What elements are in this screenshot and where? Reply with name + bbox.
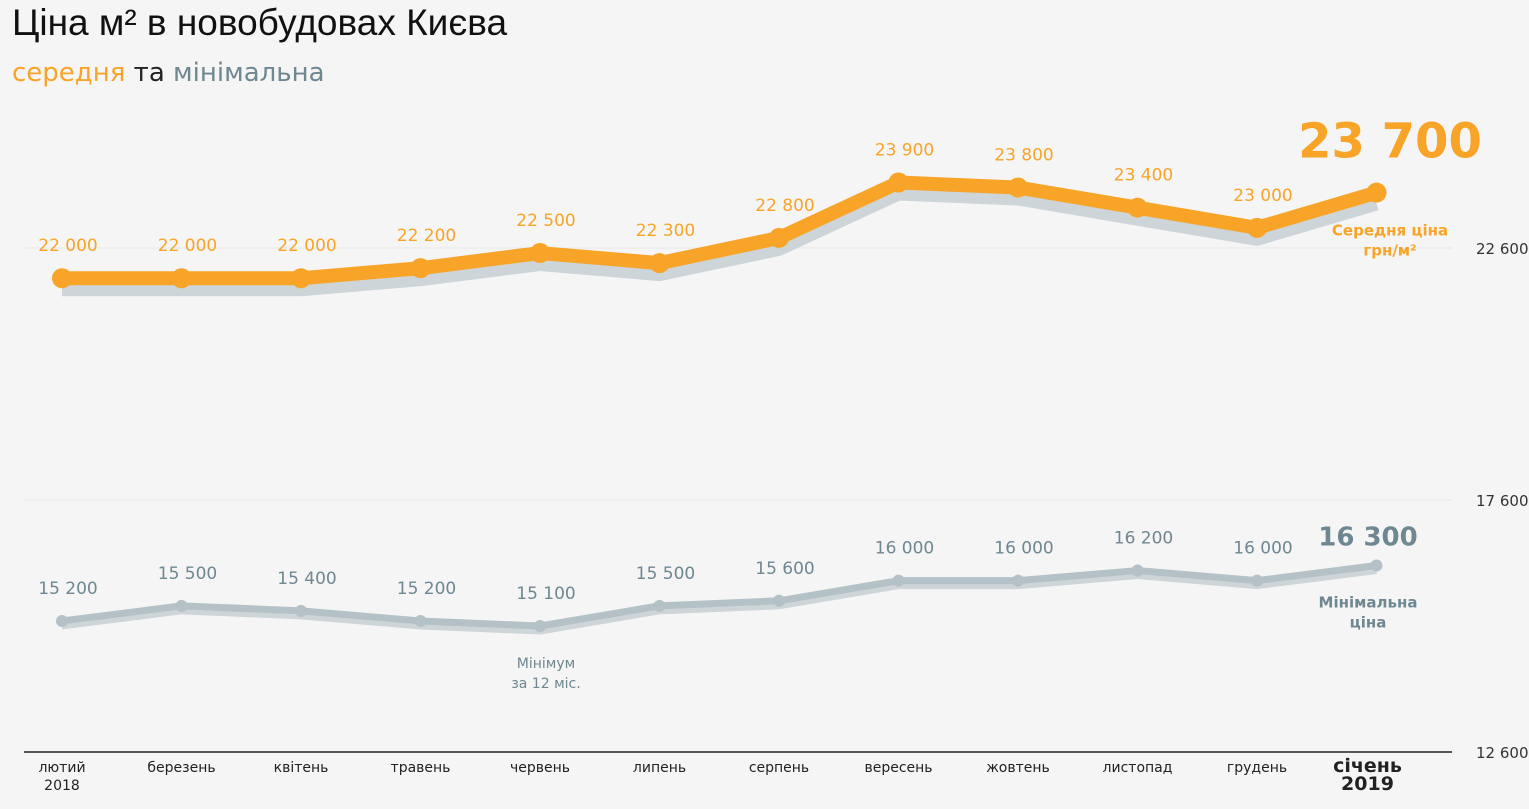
chart-subtitle: середня та мінімальна	[12, 58, 325, 88]
x-tick-label: вересень	[864, 760, 932, 776]
minimum-price-point	[1012, 574, 1024, 587]
data-label: 23 000	[1233, 186, 1292, 206]
series-shadow	[61, 567, 1377, 635]
average-price-point	[410, 258, 431, 279]
average-price-point	[649, 253, 670, 274]
data-label: 22 000	[277, 236, 336, 256]
x-tick-label: лютий 2018	[38, 760, 85, 794]
minimum-price-point	[773, 594, 785, 607]
average-price-line	[55, 175, 1384, 286]
minimum-price-point	[1131, 564, 1144, 577]
data-label: 16 200	[1114, 529, 1173, 549]
data-label: 22 000	[38, 236, 97, 256]
average-price-point	[530, 243, 550, 264]
x-tick-label: серпень	[749, 760, 809, 776]
x-tick-label: листопад	[1103, 760, 1173, 776]
x-tick-label: червень	[510, 760, 570, 776]
subtitle-and: та	[125, 58, 174, 88]
data-label: 15 500	[636, 564, 695, 584]
average-price-point	[1008, 177, 1028, 198]
minimum-price-point	[1251, 574, 1263, 587]
minimum-price-point	[1370, 559, 1383, 572]
x-tick-label: березень	[147, 760, 215, 776]
data-label: 22 000	[158, 236, 217, 256]
x-tick-label: жовтень	[986, 760, 1050, 776]
data-label-latest: 16 300	[1318, 523, 1418, 553]
data-label: 23 400	[1114, 166, 1173, 186]
series-label: Мінімальна ціна	[1319, 594, 1418, 632]
subtitle-minimum: мінімальна	[173, 58, 325, 88]
series-shadow	[62, 186, 1379, 297]
y-tick-label: 22 600	[1476, 240, 1529, 258]
minimum-price-line	[58, 562, 1380, 630]
minimum-price-point	[175, 599, 188, 612]
x-tick-label: травень	[391, 760, 451, 776]
data-label: 15 600	[755, 559, 814, 579]
minimum-annotation: Мінімум за 12 міс.	[511, 656, 580, 692]
data-label: 22 200	[397, 226, 456, 246]
average-price-point	[291, 268, 311, 289]
minimum-price-point	[653, 599, 666, 612]
average-price-point	[1127, 197, 1148, 218]
data-label: 22 800	[755, 196, 814, 216]
y-tick-label: 17 600	[1476, 492, 1529, 510]
average-price-point	[171, 268, 192, 289]
data-label: 15 200	[38, 579, 97, 599]
average-price-point	[769, 227, 789, 248]
data-label: 23 900	[875, 140, 934, 160]
minimum-price-point	[892, 574, 905, 587]
minimum-price-point	[56, 614, 68, 627]
data-label: 15 400	[277, 569, 336, 589]
data-label: 22 500	[516, 211, 575, 231]
data-label: 16 000	[1233, 539, 1292, 559]
minimum-price-point	[414, 614, 427, 627]
data-label: 16 000	[994, 539, 1053, 559]
data-label: 15 100	[516, 584, 575, 604]
data-label: 23 800	[994, 146, 1053, 166]
x-tick-label: квітень	[274, 760, 329, 776]
series-label: Середня ціна грн/м²	[1332, 222, 1448, 260]
y-tick-label: 12 600	[1476, 744, 1529, 762]
minimum-price-point	[295, 604, 307, 617]
chart-title: Ціна м² в новобудовах Києва	[12, 2, 508, 43]
data-label: 15 500	[158, 564, 217, 584]
average-price-point	[52, 268, 72, 289]
subtitle-average: середня	[12, 58, 126, 88]
data-label: 22 300	[636, 221, 695, 241]
average-price-point	[888, 172, 909, 193]
data-label-latest: 23 700	[1298, 114, 1482, 170]
x-tick-label: січень 2019	[1333, 755, 1402, 795]
x-tick-label: грудень	[1227, 760, 1287, 776]
average-price-point	[1366, 182, 1387, 203]
x-tick-label: липень	[633, 760, 686, 776]
average-price-point	[1247, 217, 1267, 238]
minimum-price-point	[534, 620, 546, 632]
data-label: 16 000	[875, 539, 934, 559]
data-label: 15 200	[397, 579, 456, 599]
